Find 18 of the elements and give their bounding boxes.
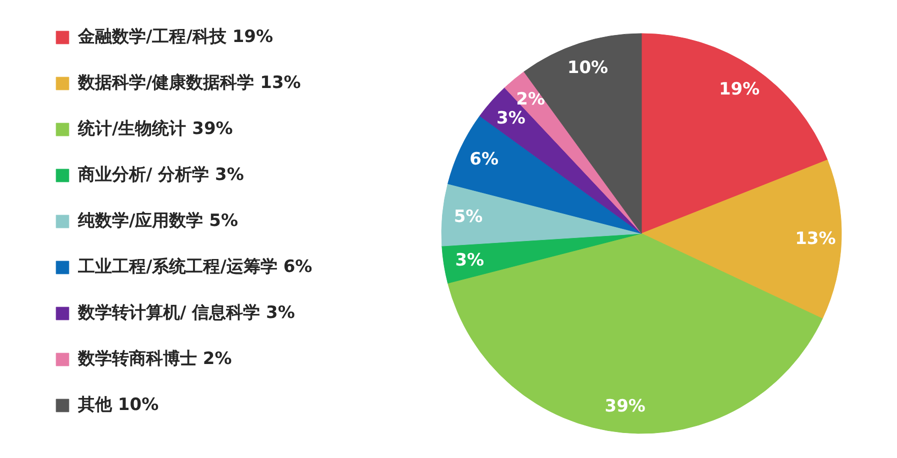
legend-label: 统计/生物统计 39%	[78, 118, 233, 140]
data-label: 3%	[455, 250, 484, 271]
legend-label: 纯数学/应用数学 5%	[78, 210, 238, 232]
data-label: 2%	[516, 89, 546, 110]
legend-label: 数据科学/健康数据科学 13%	[78, 72, 301, 94]
data-label: 5%	[454, 207, 483, 228]
legend-label: 其他 10%	[78, 394, 159, 416]
data-label: 10%	[567, 58, 608, 78]
legend-label: 数学转商科博士 2%	[78, 348, 232, 370]
data-label: 3%	[496, 108, 526, 128]
data-label: 39%	[604, 396, 646, 417]
data-label: 6%	[470, 149, 499, 170]
legend-label: 金融数学/工程/科技 19%	[78, 26, 274, 48]
data-label: 13%	[795, 228, 836, 249]
legend-label: 工业工程/系统工程/运筹学 6%	[78, 256, 312, 278]
legend-label: 商业分析/ 分析学 3%	[78, 164, 244, 186]
legend-label: 数学转计算机/ 信息科学 3%	[78, 302, 295, 324]
data-label: 19%	[718, 80, 760, 100]
